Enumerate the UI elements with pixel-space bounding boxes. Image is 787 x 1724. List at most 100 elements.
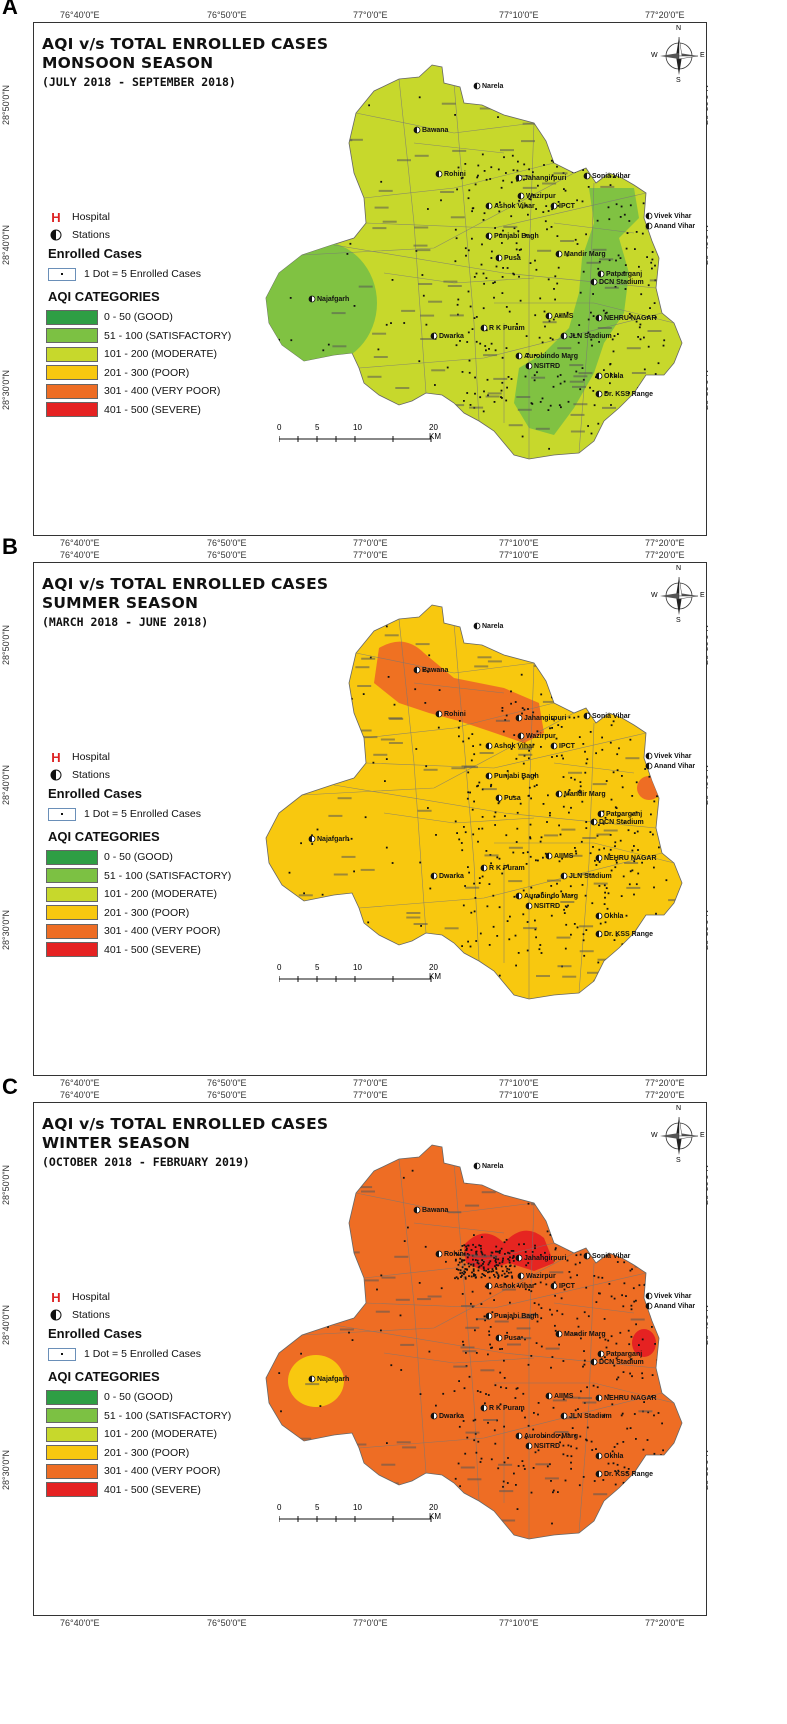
pincode-label-mark — [554, 1431, 569, 1433]
pincode-label-mark — [517, 408, 532, 411]
district-boundary — [301, 1252, 575, 1336]
pincode-label-mark — [294, 743, 309, 746]
district-boundary — [333, 784, 657, 829]
enrolled-case-dot — [288, 1173, 291, 1176]
enrolled-case-dot — [477, 1266, 480, 1269]
enrolled-case-dot — [467, 1244, 470, 1247]
longitude-tick-label: 77°10'0"E — [499, 550, 539, 560]
enrolled-case-dot — [518, 1243, 520, 1246]
enrolled-case-dot — [521, 712, 523, 715]
enrolled-case-dot — [495, 1271, 498, 1274]
dot-swatch — [48, 1347, 76, 1361]
enrolled-case-dot — [483, 1315, 486, 1318]
pincode-label-mark — [312, 94, 327, 97]
legend-aqi-category: 0 - 50 (GOOD) — [46, 308, 236, 327]
station-label: NEHRU NAGAR — [604, 315, 657, 322]
enrolled-case-dot — [474, 1432, 477, 1435]
enrolled-case-dot — [480, 1264, 483, 1267]
enrolled-case-dot — [319, 937, 321, 940]
enrolled-case-dot — [533, 374, 536, 377]
pincode-label-mark — [594, 1220, 609, 1223]
station-label: Mandir Marg — [564, 791, 606, 798]
enrolled-case-dot — [544, 220, 547, 223]
enrolled-case-dot — [533, 379, 536, 382]
enrolled-case-dot — [623, 821, 626, 824]
enrolled-case-dot — [529, 823, 532, 826]
enrolled-case-dot — [597, 267, 600, 270]
aqi-category-label: 201 - 300 (POOR) — [104, 1446, 190, 1459]
district-boundary — [363, 1242, 555, 1279]
enrolled-case-dot — [479, 1461, 482, 1463]
enrolled-case-dot — [617, 1469, 620, 1472]
enrolled-case-dot — [523, 1243, 525, 1245]
enrolled-case-dot — [525, 335, 528, 337]
longitude-tick-label: 76°40'0"E — [60, 1090, 100, 1100]
station-label: Anand Vihar — [654, 763, 696, 770]
enrolled-case-dot — [603, 126, 606, 129]
station-icon — [414, 1207, 417, 1213]
enrolled-case-dot — [616, 753, 619, 756]
dot-swatch — [48, 807, 76, 821]
station-label: IPCT — [559, 203, 575, 210]
enrolled-case-dot — [584, 750, 586, 753]
enrolled-case-dot — [492, 1270, 495, 1272]
enrolled-case-dot — [494, 1442, 497, 1445]
pincode-label-mark — [656, 774, 671, 777]
station-icon — [646, 763, 649, 769]
enrolled-case-dot — [362, 693, 365, 695]
legend-aqi-category: 301 - 400 (VERY POOR) — [46, 1462, 236, 1481]
enrolled-case-dot — [521, 435, 524, 438]
enrolled-case-dot — [471, 1271, 473, 1274]
enrolled-case-dot — [463, 1387, 466, 1390]
enrolled-case-dot — [502, 1485, 504, 1488]
enrolled-case-dot — [529, 855, 532, 858]
enrolled-case-dot — [472, 1270, 475, 1272]
enrolled-case-dot — [470, 1249, 473, 1251]
scale-bar: 0 5 10 20 KM — [277, 1503, 441, 1525]
enrolled-case-dot — [461, 1293, 464, 1295]
enrolled-case-dot — [509, 1265, 511, 1267]
enrolled-case-dot — [647, 1411, 650, 1414]
enrolled-case-dot — [659, 1489, 662, 1492]
enrolled-case-dot — [289, 297, 292, 299]
enrolled-case-dot — [302, 947, 305, 950]
enrolled-case-dot — [480, 1457, 483, 1460]
enrolled-case-dot — [499, 1403, 502, 1406]
period-label: (MARCH 2018 - JUNE 2018) — [42, 615, 209, 629]
pincode-label-mark — [568, 771, 582, 774]
enrolled-case-dot — [501, 381, 504, 384]
enrolled-case-dot — [638, 1344, 640, 1346]
pincode-label-mark — [324, 1497, 339, 1500]
enrolled-case-dot — [604, 896, 606, 899]
pincode-label-mark — [562, 1417, 577, 1420]
district-boundary — [383, 272, 535, 284]
enrolled-case-dot — [547, 278, 550, 281]
enrolled-case-dot — [584, 771, 587, 774]
enrolled-case-dot — [440, 199, 442, 202]
pincode-label-mark — [593, 979, 608, 982]
enrolled-case-dot — [550, 897, 553, 900]
enrolled-case-dot — [503, 1241, 506, 1244]
enrolled-case-dot — [519, 299, 522, 302]
pincode-label-mark — [549, 1271, 564, 1274]
legend-aqi-category: 0 - 50 (GOOD) — [46, 1388, 236, 1407]
enrolled-case-dot — [627, 1468, 630, 1470]
enrolled-case-dot — [651, 1374, 654, 1376]
station-icon — [526, 903, 529, 909]
enrolled-case-dot — [306, 921, 309, 923]
station-label: Bawana — [422, 127, 449, 134]
longitude-tick-label: 76°50'0"E — [207, 1090, 247, 1100]
enrolled-case-dot — [505, 306, 508, 308]
enrolled-case-dot — [536, 730, 539, 733]
enrolled-case-dot — [498, 1250, 500, 1253]
enrolled-case-dot — [561, 1313, 564, 1316]
pincode-label-mark — [388, 742, 403, 744]
enrolled-case-dot — [659, 1459, 662, 1462]
enrolled-case-dot — [482, 1267, 485, 1270]
enrolled-case-dot — [541, 397, 544, 400]
district-boundary — [578, 182, 595, 454]
enrolled-case-dot — [524, 1416, 526, 1419]
enrolled-case-dot — [656, 407, 659, 410]
enrolled-case-dot — [533, 785, 536, 788]
enrolled-case-dot — [631, 813, 634, 816]
